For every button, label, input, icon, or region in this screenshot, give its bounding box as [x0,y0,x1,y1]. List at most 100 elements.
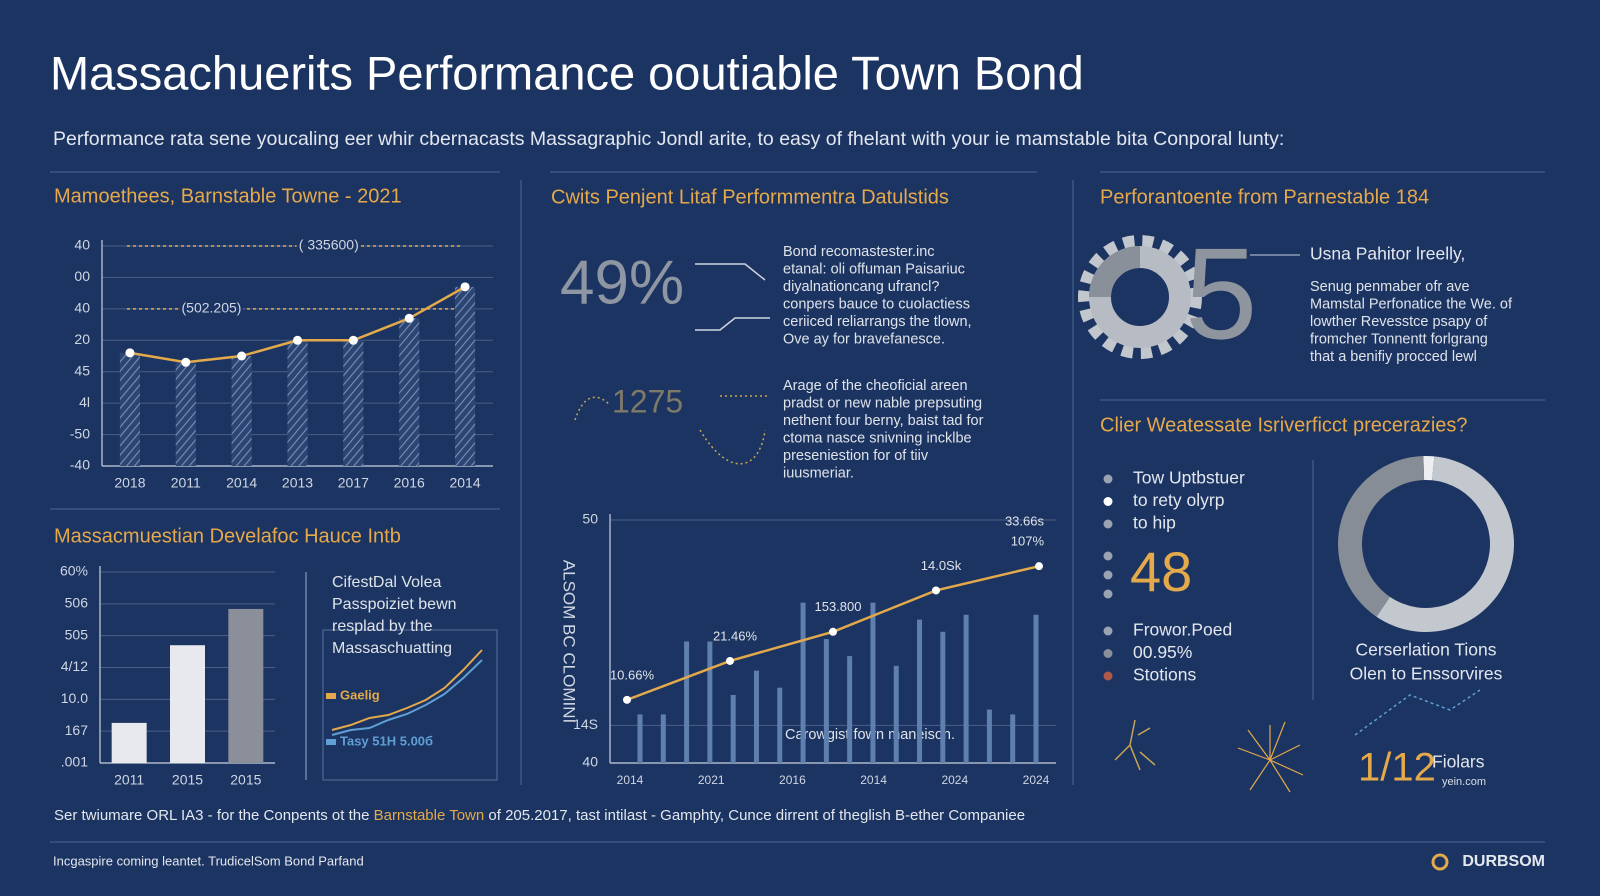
hatched-bar [287,340,308,466]
bar [800,602,806,763]
x-tick-label: 2016 [779,773,806,787]
point [404,313,414,323]
bullet [1103,626,1113,636]
y-tick-label: 4/12 [61,658,88,674]
text-line: ceriiced reliarrangs the tlown, [783,314,972,330]
text-line: preseniestion for of tiiv [783,448,929,464]
gear-shade [1089,246,1141,298]
stat-big: 48 [1130,540,1192,603]
list-item: Frowor.Poed [1133,620,1232,640]
hatched-bar [119,352,140,466]
y-tick-label: 40 [74,237,90,253]
x-tick-label: 2024 [941,773,968,787]
x-tick-label: 2017 [338,475,369,491]
line [331,659,483,736]
profile-label: Usna Pahitor lreelly, [1310,244,1465,264]
credit: Incgaspire coming leantet. TrudicelSom B… [53,853,364,868]
x-tick-label: 2018 [114,475,145,491]
y-tick-label: -50 [70,425,90,441]
text-line: lowther Revesstce psapy of [1310,314,1488,330]
point [829,627,837,636]
logo: DURBSOM [1462,853,1545,870]
bar [963,614,969,763]
y-tick-label: 50 [582,511,598,527]
gear-digit: 5 [1185,220,1257,366]
text-line: Bond recomastester.inc [783,244,935,260]
point [932,586,940,595]
text-line: ctoma nasce snivning incklbe [783,430,972,446]
x-tick-label: 2014 [226,475,257,491]
point [293,335,302,345]
subtitle: Performance rata sene youcaling eer whir… [53,128,1284,150]
bullet [1103,474,1113,484]
text-line: nethent four berny, baist tad for [783,413,984,429]
point [181,357,191,367]
caption-line: Cerserlation Tions [1355,640,1496,660]
tree [1114,719,1156,771]
y-tick-label: 40 [582,754,598,770]
point [1035,562,1043,571]
y-tick-label: 00 [74,268,90,284]
source-highlight: Barnstable Town [374,807,485,824]
brand: Fiolars [1432,752,1485,772]
panel-title: Mamoethees, Barnstable Towne - 2021 [54,185,402,207]
text-line: iuusmeriar. [783,465,854,481]
stat-big: 49% [560,248,684,317]
bullet [1103,649,1113,658]
bar [917,619,923,763]
title: Massachuerits Performance ooutiable Town… [50,46,1084,99]
text-line: conpers bauce to cuolactiess [783,296,970,312]
y-tick-label: 505 [65,626,89,642]
y-tick-label: -40 [70,457,90,473]
burst [1237,721,1304,793]
gear-teeth [1078,235,1202,359]
decor-line [1354,689,1481,736]
bar [170,645,205,763]
bullet [1103,671,1113,681]
list-item: 00.95% [1133,642,1192,662]
list-item: to hip [1133,513,1176,533]
caption-line: Olen to Enssorvires [1350,664,1503,684]
text-line: etanal: oli offuman Paisariuc [783,261,965,277]
x-tick-label: 2014 [449,475,480,491]
legend-label: Tasy 51H 5.00б [340,733,433,748]
source: Ser twiumare ORL IA3 - for the Conpents … [54,807,1025,824]
line [331,649,483,731]
bar [777,687,783,763]
bar [684,641,690,763]
y-tick-label: 40 [74,300,90,316]
mini-chart-frame [322,629,498,781]
text-line: diyalnationcang ufrancl? [783,279,939,295]
y-tick-label: .001 [61,754,88,770]
bar [660,714,666,763]
list-item: Stotions [1133,665,1196,685]
x-tick-label: 2016 [394,475,425,491]
y-axis-label: ALSOM BC CLOMINI [560,560,579,723]
bar [730,694,736,763]
stat-mid: 1275 [612,383,683,419]
decor-line [574,395,770,465]
bar [986,709,992,763]
bar [1033,614,1039,763]
bar [1010,714,1016,763]
point [460,282,470,292]
y-tick-label: 45 [74,362,90,378]
bullet [1103,519,1113,529]
bullet [1103,497,1113,506]
point [726,656,734,665]
hatched-bar [399,318,420,466]
x-tick-label: 2014 [860,773,887,787]
y-tick-label: 14S [573,716,598,732]
point-label: 21.46% [713,628,758,643]
point [125,348,135,358]
panel-title: Massacmuestian Develafoc Hauce Intb [54,525,401,547]
bar [753,670,759,763]
list-item: to rety olyrp [1133,490,1224,510]
x-tick-label: 2015 [230,772,261,788]
bar [847,656,853,763]
text-line: that a benifiy procced lewl [1310,349,1477,365]
donut-slice [1376,456,1515,633]
bullet [1103,551,1113,561]
bar [823,639,829,763]
